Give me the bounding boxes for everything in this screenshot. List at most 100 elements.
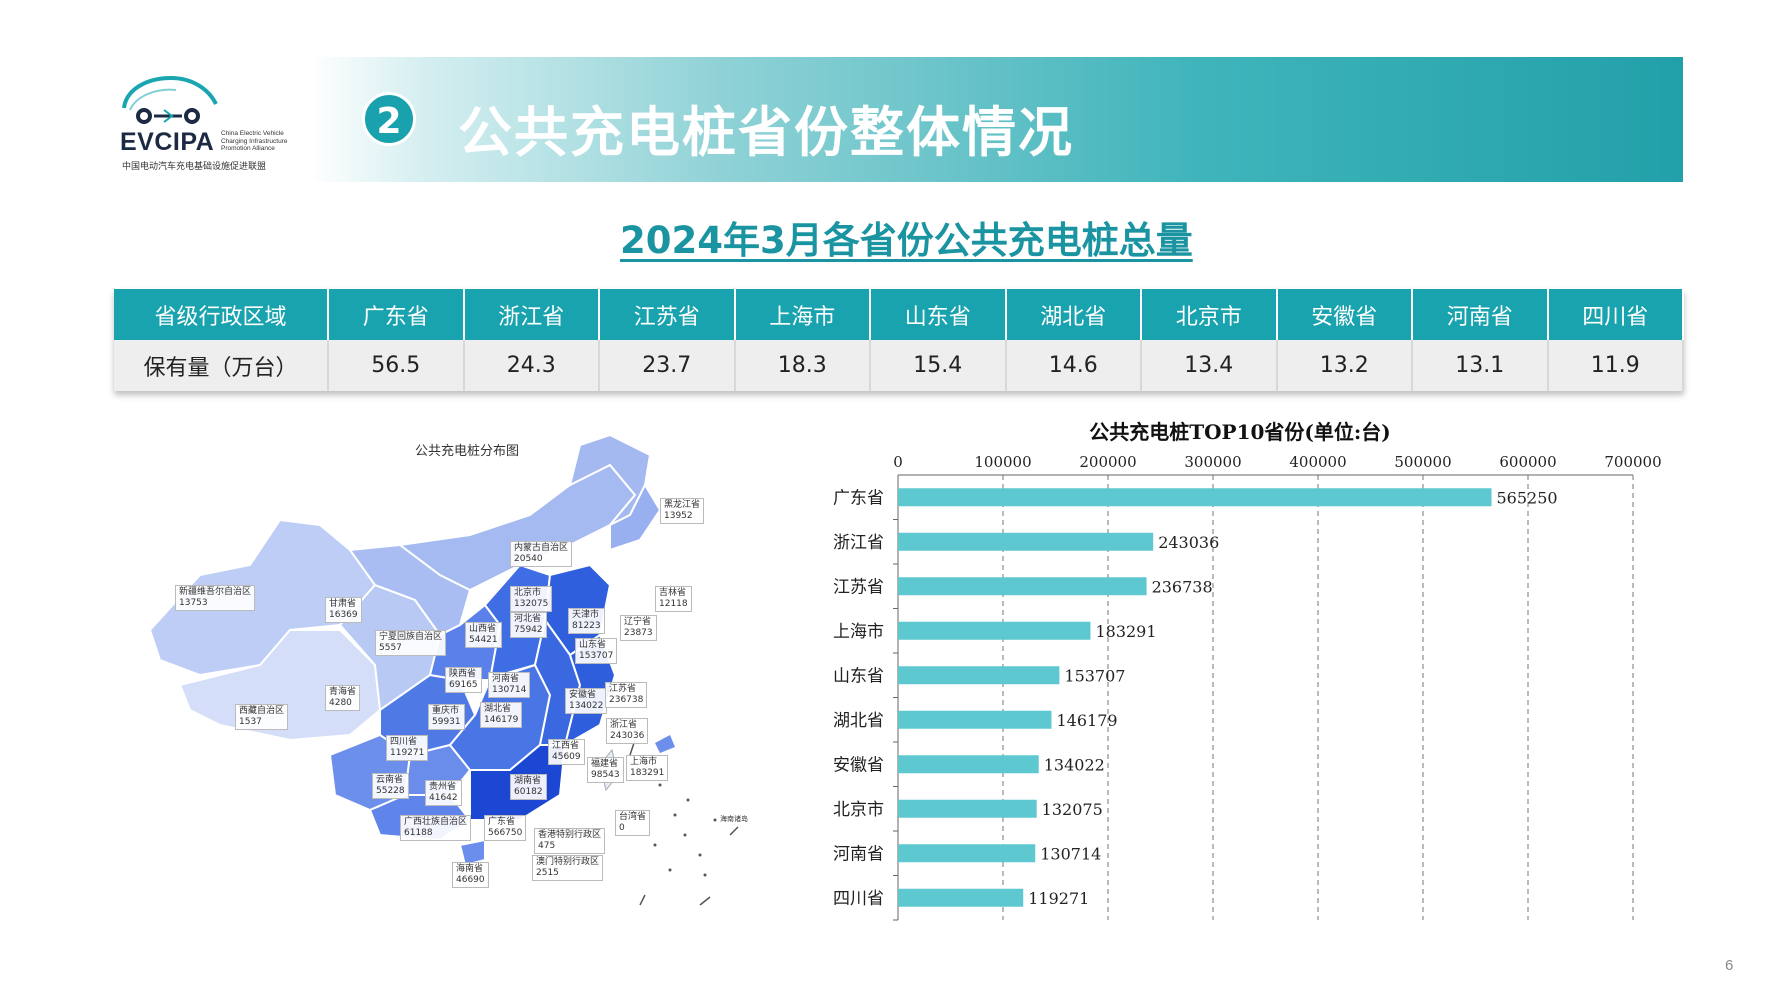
table-value-cell: 13.1 — [1412, 340, 1549, 391]
map-province-label: 广西壮族自治区 61188 — [400, 815, 472, 841]
map-province-value: 60182 — [514, 787, 543, 797]
bar-value-label: 153707 — [1064, 666, 1125, 685]
map-province-value: 1537 — [239, 717, 262, 727]
table-province-cell: 河南省 — [1412, 289, 1549, 340]
map-province-label: 黑龙江省 13952 — [660, 498, 705, 524]
map-province-label: 甘肃省 16369 — [325, 597, 362, 623]
bar-value-label: 146179 — [1056, 711, 1117, 730]
map-province-name: 宁夏回族自治区 — [379, 632, 443, 642]
map-province-label: 河北省 75942 — [510, 612, 547, 638]
map-title: 公共充电桩分布图 — [415, 444, 520, 459]
map-province-label: 湖南省 60182 — [510, 774, 547, 800]
table-province-cell: 广东省 — [328, 289, 465, 340]
bar-value-label: 119271 — [1028, 889, 1089, 908]
map-province-name: 云南省 — [376, 775, 404, 785]
map-province-name: 陕西省 — [449, 669, 477, 679]
map-province-name: 湖北省 — [484, 704, 512, 714]
map-province-value: 236738 — [609, 695, 644, 705]
bar — [898, 888, 1024, 907]
map-province-label: 宁夏回族自治区 5557 — [375, 630, 447, 656]
map-province-name: 内蒙古自治区 — [514, 543, 569, 553]
table-value-row-label: 保有量（万台） — [114, 340, 329, 391]
map-province-label: 广东省 566750 — [484, 815, 527, 841]
x-tick-label: 200000 — [1079, 453, 1136, 471]
map-province-label: 青海省 4280 — [325, 685, 361, 711]
x-tick-label: 0 — [893, 453, 903, 471]
y-category-label: 北京市 — [833, 800, 884, 820]
table-value-row: 保有量（万台） 56.5 24.3 23.7 18.3 15.4 14.6 13… — [114, 340, 1684, 391]
x-tick-label: 600000 — [1499, 453, 1556, 471]
map-province-value: 12118 — [659, 599, 688, 609]
map-province-value: 45609 — [552, 752, 581, 762]
map-province-name: 海南省 — [456, 864, 484, 874]
map-province-value: 475 — [538, 841, 556, 851]
map-province-label: 贵州省 41642 — [425, 780, 462, 806]
table-value-cell: 13.2 — [1276, 340, 1413, 391]
map-province-name: 江西省 — [552, 741, 580, 751]
map-province-value: 61188 — [404, 828, 433, 838]
bar — [898, 577, 1147, 596]
page-number: 6 — [1725, 957, 1734, 974]
map-province-name: 天津市 — [572, 610, 600, 620]
map-province-name: 广西壮族自治区 — [404, 817, 468, 827]
table-value-cell: 24.3 — [463, 340, 600, 391]
map-province-value: 41642 — [429, 793, 458, 803]
bar — [898, 666, 1060, 685]
x-tick-label: 300000 — [1184, 453, 1241, 471]
map-province-label: 福建省 98543 — [587, 757, 624, 783]
map-province-label: 吉林省 12118 — [655, 586, 692, 612]
table-row-header-label: 省级行政区域 — [114, 289, 329, 340]
map-province-value: 13753 — [179, 598, 208, 608]
map-province-name: 山西省 — [469, 624, 497, 634]
x-tick-label: 400000 — [1289, 453, 1346, 471]
table-value-cell: 56.5 — [328, 340, 465, 391]
map-province-value: 54421 — [469, 635, 498, 645]
x-tick-label: 100000 — [974, 453, 1031, 471]
table-value-cell: 18.3 — [734, 340, 871, 391]
logo-cn-name: 中国电动汽车充电基础设施促进联盟 — [122, 162, 267, 172]
map-province-name: 香港特别行政区 — [538, 830, 602, 840]
map-province-label: 山东省 153707 — [575, 638, 618, 664]
bar — [898, 488, 1492, 507]
map-province-name: 西藏自治区 — [239, 706, 285, 716]
map-province-name: 澳门特别行政区 — [536, 857, 600, 867]
map-province-name: 黑龙江省 — [664, 500, 701, 510]
bar — [898, 532, 1154, 551]
bar-value-label: 565250 — [1497, 488, 1558, 507]
map-province-label: 海南省 46690 — [452, 862, 489, 888]
map-province-label: 浙江省 243036 — [606, 718, 649, 744]
table-value-cell: 13.4 — [1141, 340, 1278, 391]
map-province-value: 132075 — [514, 599, 549, 609]
map-province-label: 四川省 119271 — [386, 735, 429, 761]
bar-value-label: 183291 — [1095, 622, 1156, 641]
y-category-label: 浙江省 — [833, 533, 884, 553]
map-province-name: 上海市 — [630, 757, 658, 767]
map-province-value: 243036 — [610, 731, 645, 741]
x-tick-label: 500000 — [1394, 453, 1451, 471]
map-province-value: 81223 — [572, 621, 601, 631]
y-category-label: 山东省 — [833, 666, 884, 686]
table-value-cell: 15.4 — [870, 340, 1007, 391]
map-province-name: 安徽省 — [569, 690, 597, 700]
table-province-cell: 江苏省 — [599, 289, 736, 340]
bar-value-label: 236738 — [1152, 577, 1213, 596]
map-province-value: 23873 — [624, 628, 653, 638]
map-province-name: 北京市 — [514, 588, 542, 598]
logo-abbr: EVCIPA — [120, 128, 215, 156]
table-province-cell: 安徽省 — [1276, 289, 1413, 340]
map-province-label: 天津市 81223 — [568, 608, 605, 634]
map-province-value: 146179 — [484, 715, 519, 725]
map-province-name: 新疆维吾尔自治区 — [179, 587, 252, 597]
map-inset-label: 海南诸岛 — [720, 815, 748, 823]
bar — [898, 799, 1037, 818]
map-province-value: 20540 — [514, 554, 543, 564]
table-province-cell: 上海市 — [734, 289, 871, 340]
bar — [898, 621, 1091, 640]
map-province-name: 河南省 — [492, 674, 520, 684]
logo-en-name: China Electric Vehicle Charging Infrastr… — [221, 130, 288, 152]
province-summary-table: 省级行政区域 广东省 浙江省 江苏省 上海市 山东省 湖北省 北京市 安徽省 河… — [114, 289, 1684, 391]
map-province-value: 55228 — [376, 786, 405, 796]
map-province-value: 0 — [619, 823, 625, 833]
table-province-cell: 山东省 — [870, 289, 1007, 340]
map-province-name: 浙江省 — [610, 720, 638, 730]
